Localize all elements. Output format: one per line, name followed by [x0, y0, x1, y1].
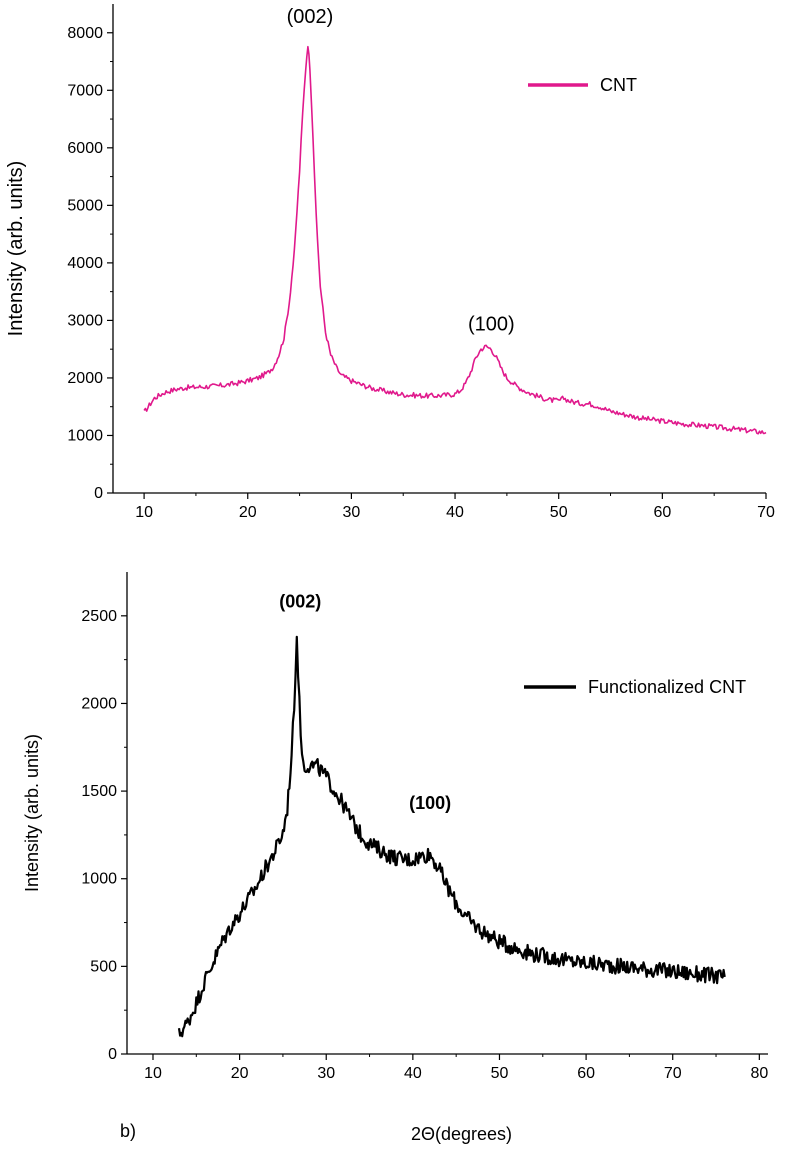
panel-a-cnt-xrd: 0 1000 2000 3000 4000 5000 6000 7000 8000 10 20 30 4… [5, 4, 775, 521]
y-tick-label: 7000 [67, 82, 103, 99]
y-tick-label: 2000 [81, 695, 117, 712]
y-tick-label: 0 [94, 485, 103, 502]
x-tick-label: 70 [664, 1065, 682, 1082]
x-axis-label: 2Θ(degrees) [411, 1124, 512, 1144]
legend-label: Functionalized CNT [588, 677, 746, 697]
peak-annotation: (100) [409, 793, 451, 813]
y-tick-label: 1500 [81, 783, 117, 800]
peak-annotation: (002) [287, 6, 334, 28]
x-tick-label: 40 [446, 504, 464, 521]
x-tick-label: 80 [750, 1065, 768, 1082]
x-tick-label: 40 [404, 1065, 422, 1082]
y-tick-label: 500 [90, 958, 117, 975]
y-tick-label: 2000 [67, 370, 103, 387]
peak-annotation: (100) [468, 314, 515, 336]
x-tick-label: 10 [135, 504, 153, 521]
y-tick-label: 8000 [67, 25, 103, 42]
y-tick-label: 4000 [67, 255, 103, 272]
panel-label: b) [120, 1121, 136, 1141]
y-tick-label: 1000 [67, 427, 103, 444]
y-tick-label: 3000 [67, 312, 103, 329]
y-tick-label: 6000 [67, 140, 103, 157]
panel-b-functionalized-cnt-xrd: 0 500 1000 1500 2000 2500 10 20 30 40 50 60 70 80 Inte… [22, 572, 768, 1144]
peak-annotation: (002) [279, 591, 321, 611]
legend-label: CNT [600, 75, 637, 95]
x-tick-label: 20 [239, 504, 257, 521]
y-axis-label: Intensity (arb. units) [5, 161, 27, 337]
y-tick-label: 2500 [81, 608, 117, 625]
y-tick-label: 1000 [81, 871, 117, 888]
x-tick-label: 60 [653, 504, 671, 521]
series-line-cnt [143, 45, 767, 435]
x-tick-label: 60 [577, 1065, 595, 1082]
x-tick-label: 30 [342, 504, 360, 521]
x-tick-label: 70 [757, 504, 775, 521]
y-tick-label: 0 [108, 1046, 117, 1063]
x-tick-label: 50 [491, 1065, 509, 1082]
y-tick-label: 5000 [67, 197, 103, 214]
y-axis-label: Intensity (arb. units) [22, 734, 42, 892]
series-line-functionalized-cnt [177, 635, 726, 1038]
x-tick-label: 10 [144, 1065, 162, 1082]
x-tick-label: 20 [231, 1065, 249, 1082]
x-tick-label: 50 [550, 504, 568, 521]
x-tick-label: 30 [317, 1065, 335, 1082]
